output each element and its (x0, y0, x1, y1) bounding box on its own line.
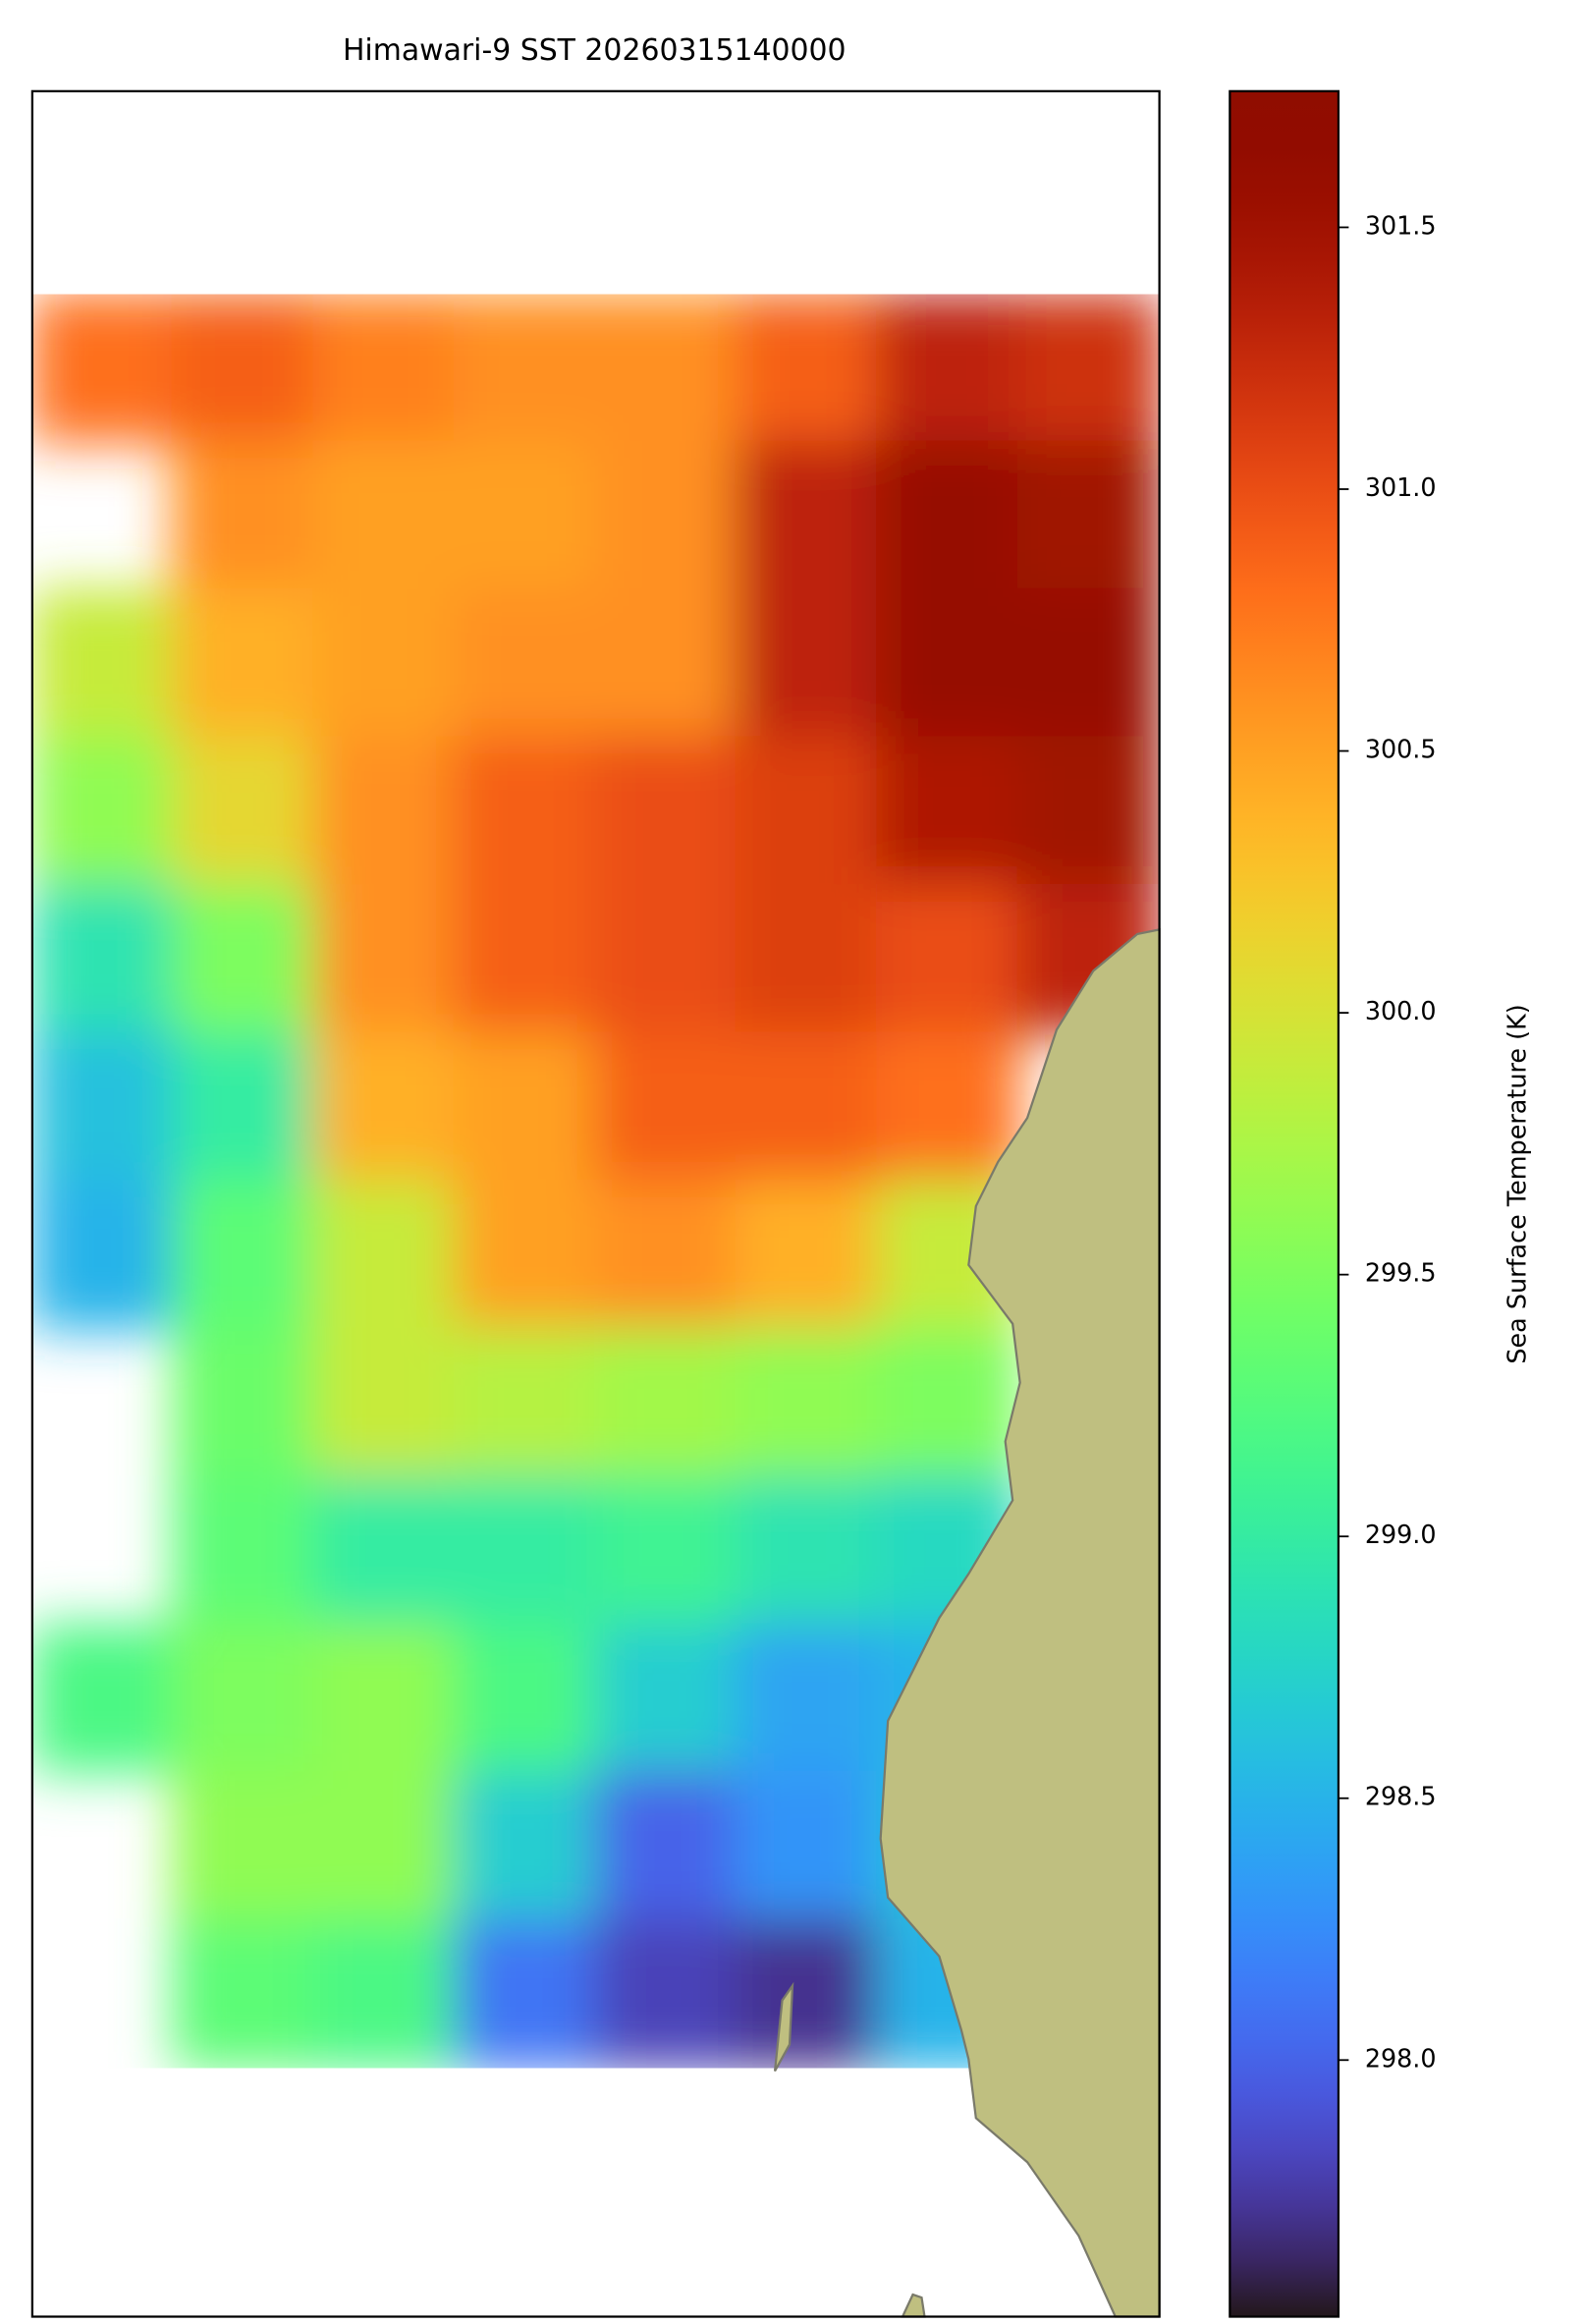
sst-cell (312, 1474, 457, 1627)
island (773, 1981, 794, 2072)
sst-cell (735, 1327, 880, 1478)
colorbar-tick-label: 298.0 (1365, 2043, 1437, 2073)
sst-cell (453, 587, 598, 740)
sst-cell (1016, 736, 1160, 887)
sst-cell (31, 1623, 175, 1774)
sst-cell (876, 294, 1020, 444)
sst-cell (594, 294, 738, 444)
sst-cell (876, 1031, 1020, 1183)
colorbar-tick-label: 298.5 (1365, 1782, 1437, 1811)
sst-cell (735, 1031, 880, 1183)
sst-cell (735, 294, 880, 444)
sst-cell (594, 736, 738, 887)
sst-cell (594, 440, 738, 591)
sst-cell (171, 1031, 316, 1183)
sst-cell (31, 294, 175, 444)
colorbar-tick-label: 300.5 (1365, 735, 1437, 764)
sst-cell (171, 1623, 316, 1774)
sst-cell (735, 1179, 880, 1331)
sst-cell (31, 587, 175, 740)
sst-cell (453, 1179, 598, 1331)
sst-cell (735, 1918, 880, 2069)
sst-cell (312, 1770, 457, 1922)
sst-cell (171, 883, 316, 1035)
sst-cell (594, 1770, 738, 1922)
sst-cell (312, 1327, 457, 1478)
sst-cell (31, 883, 175, 1035)
sst-cell (735, 440, 880, 591)
sst-cell (735, 587, 880, 740)
sst-cell (171, 1474, 316, 1627)
sst-cell (453, 294, 598, 444)
colorbar-label: Sea Surface Temperature (K) (1503, 1004, 1532, 1363)
sst-cell (594, 1474, 738, 1627)
sst-cell (453, 1623, 598, 1774)
sst-cell (31, 736, 175, 887)
sst-cell (312, 1918, 457, 2069)
sst-cell (876, 883, 1020, 1035)
sst-cell (312, 883, 457, 1035)
sst-cell (735, 1770, 880, 1922)
sst-cell (594, 587, 738, 740)
sst-cell (453, 1918, 598, 2069)
sst-cell (171, 1179, 316, 1331)
sst-cell (312, 1031, 457, 1183)
sst-cell (453, 1770, 598, 1922)
sst-cell (171, 440, 316, 591)
sst-cell (31, 1179, 175, 1331)
sst-cell (312, 1623, 457, 1774)
sst-cell (876, 1327, 1020, 1478)
sst-cell (1016, 440, 1160, 591)
sst-cell (735, 1623, 880, 1774)
sst-cell (735, 736, 880, 887)
sst-cell (594, 1179, 738, 1331)
sst-cell (735, 1474, 880, 1627)
sst-cell (453, 883, 598, 1035)
sst-cell (453, 1031, 598, 1183)
sst-cell (171, 736, 316, 887)
land (879, 928, 1161, 2318)
colorbar-tick-label: 299.5 (1365, 1258, 1437, 1288)
sst-cell (594, 883, 738, 1035)
sst-cell (594, 1327, 738, 1478)
sst-cell (312, 736, 457, 887)
sst-cell (876, 587, 1020, 740)
map-frame (30, 89, 1161, 2318)
colorbar-tick-label: 299.0 (1365, 1520, 1437, 1549)
sst-cell (171, 1918, 316, 2069)
sst-cell (171, 294, 316, 444)
sst-cell (312, 294, 457, 444)
sst-cell (876, 736, 1020, 887)
sst-cell (31, 1031, 175, 1183)
sst-cell (453, 1474, 598, 1627)
sst-cell (876, 440, 1020, 591)
chart-title: Himawari-9 SST 20260315140000 (343, 33, 847, 68)
sst-cell (171, 1770, 316, 1922)
sst-cell (171, 1327, 316, 1478)
sst-cell (594, 1031, 738, 1183)
sst-cell (312, 587, 457, 740)
sst-cell (1016, 587, 1160, 740)
sst-cell (453, 440, 598, 591)
sst-cell (735, 883, 880, 1035)
sst-cell (171, 587, 316, 740)
colorbar-tick-label: 301.5 (1365, 210, 1437, 240)
colorbar (1229, 89, 1340, 2318)
sst-cell (594, 1623, 738, 1774)
sst-cell (312, 1179, 457, 1331)
colorbar-tick-label: 300.0 (1365, 996, 1437, 1025)
sst-cell (453, 736, 598, 887)
sst-cell (312, 440, 457, 591)
sst-cell (1016, 294, 1160, 444)
sst-cell (453, 1327, 598, 1478)
colorbar-tick-label: 301.0 (1365, 472, 1437, 502)
sst-cell (594, 1918, 738, 2069)
